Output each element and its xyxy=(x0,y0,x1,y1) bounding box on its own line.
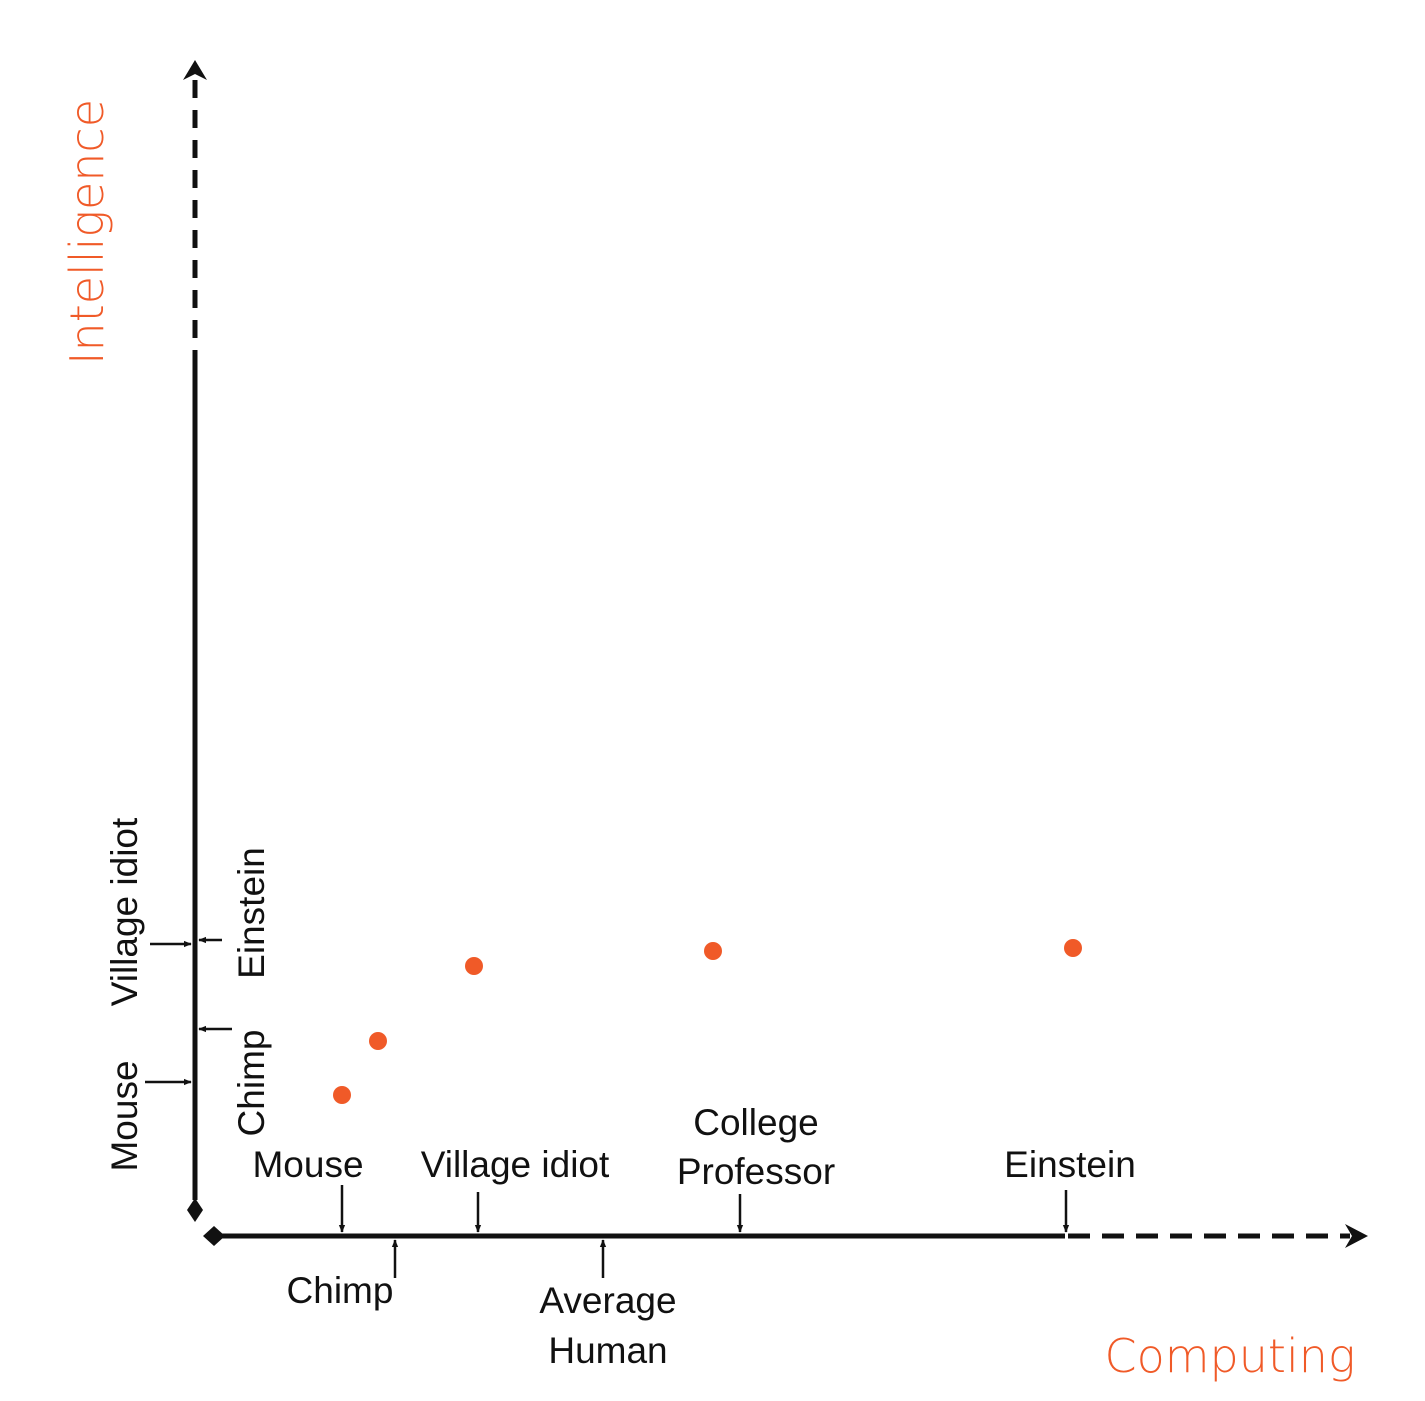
x-axis-arrowhead-icon xyxy=(1345,1224,1368,1248)
point-einstein xyxy=(1064,939,1082,957)
y-axis-arrowhead-icon xyxy=(183,60,207,80)
point-chimp xyxy=(369,1032,387,1050)
point-village-idiot xyxy=(465,957,483,975)
y-label-village-idiot: Village idiot xyxy=(104,817,145,1006)
x-axis-markers xyxy=(338,1185,1070,1278)
y-axis-markers xyxy=(145,936,232,1086)
point-mouse xyxy=(333,1086,351,1104)
y-axis-labels: Village idiot Mouse Einstein Chimp xyxy=(104,817,272,1172)
y-label-chimp: Chimp xyxy=(231,1030,272,1137)
y-axis-title: Intelligence xyxy=(60,99,114,365)
x-label-chimp: Chimp xyxy=(287,1270,394,1311)
point-college-professor xyxy=(704,942,722,960)
x-axis xyxy=(203,1224,1368,1248)
x-label-college-professor-line2: Professor xyxy=(677,1151,835,1192)
x-label-average-human-line1: Average xyxy=(539,1280,676,1321)
x-label-college-professor-line1: College xyxy=(693,1102,818,1143)
x-axis-labels: Mouse Village idiot College Professor Ei… xyxy=(252,1102,1135,1371)
y-label-mouse: Mouse xyxy=(104,1060,145,1171)
x-label-einstein: Einstein xyxy=(1004,1144,1136,1185)
x-axis-title: Computing xyxy=(1104,1329,1355,1383)
y-label-einstein: Einstein xyxy=(231,847,272,979)
x-label-average-human-line2: Human xyxy=(548,1330,667,1371)
x-label-mouse: Mouse xyxy=(252,1144,363,1185)
orange-points xyxy=(333,939,1082,1104)
x-axis-origin-diamond-icon xyxy=(203,1226,225,1246)
x-label-village-idiot: Village idiot xyxy=(421,1144,610,1185)
y-axis-origin-diamond-icon xyxy=(187,1198,203,1222)
y-axis xyxy=(183,60,207,1222)
